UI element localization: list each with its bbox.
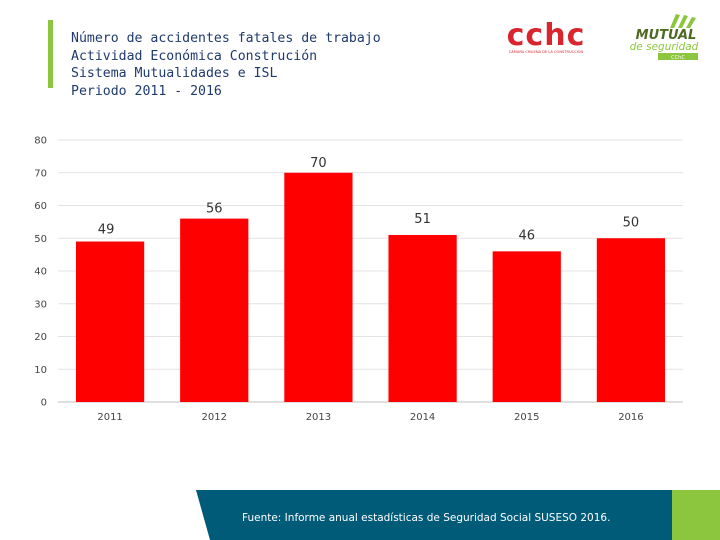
cchc-logo: cchc CÁMARA CHILENA DE LA CONSTRUCCIÓN [507, 18, 586, 54]
chart-bars [75, 172, 666, 402]
mutual-logo-text: MUTUAL [636, 28, 697, 43]
data-label: 46 [518, 228, 535, 243]
data-label: 49 [98, 223, 115, 238]
y-tick-label: 50 [34, 234, 47, 245]
bar-2012 [180, 218, 249, 402]
bar-2013 [284, 172, 353, 402]
bar-2014 [388, 234, 457, 402]
cchc-logo-text: cchc [507, 18, 586, 53]
page-title: Número de accidentes fatales de trabajo … [71, 30, 381, 100]
y-tick-label: 80 [34, 136, 47, 147]
x-tick-label: 2011 [97, 412, 122, 423]
x-tick-label: 2013 [306, 412, 331, 423]
bar-2015 [492, 251, 561, 402]
y-tick-label: 60 [34, 201, 47, 212]
footer-notch [196, 490, 210, 540]
data-labels: 49 56 70 51 46 50 [98, 156, 639, 244]
y-tick-label: 70 [34, 168, 47, 179]
title-line-3: Sistema Mutualidades e ISL [71, 66, 278, 81]
data-label: 70 [310, 156, 327, 171]
y-tick-label: 10 [34, 365, 47, 376]
y-tick-label: 0 [41, 398, 47, 409]
data-label: 51 [414, 212, 431, 227]
x-axis-ticks: 2011 2012 2013 2014 2015 2016 [97, 412, 643, 423]
mutual-leaf-icon [670, 14, 696, 28]
y-axis-ticks: 0 10 20 30 40 50 60 70 80 [34, 136, 47, 409]
mutual-de-seguridad-logo: MUTUAL de seguridad CChC [630, 14, 699, 61]
bar-2011 [75, 241, 145, 402]
mutual-logo-tag: CChC [671, 55, 685, 61]
chart-gridlines [58, 139, 683, 403]
data-label: 50 [623, 215, 640, 230]
footer-green-block [672, 490, 720, 540]
data-label: 56 [206, 202, 223, 217]
x-tick-label: 2015 [514, 412, 539, 423]
title-line-4: Periodo 2011 - 2016 [71, 83, 222, 99]
footer-band [196, 490, 672, 540]
title-line-2: Actividad Económica Construción [71, 48, 318, 64]
y-tick-label: 30 [34, 299, 47, 310]
bar-2016 [596, 238, 666, 402]
source-note: Fuente: Informe anual estadísticas de Se… [242, 512, 611, 524]
title-line-1: Número de accidentes fatales de trabajo [71, 31, 381, 46]
y-tick-label: 20 [34, 332, 47, 343]
cchc-logo-subtitle: CÁMARA CHILENA DE LA CONSTRUCCIÓN [509, 49, 584, 54]
x-tick-label: 2016 [618, 412, 643, 423]
mutual-logo-subtitle: de seguridad [630, 41, 699, 53]
x-tick-label: 2014 [410, 412, 435, 423]
x-tick-label: 2012 [202, 412, 227, 423]
y-tick-label: 40 [34, 267, 47, 278]
title-accent-bar [48, 20, 53, 88]
